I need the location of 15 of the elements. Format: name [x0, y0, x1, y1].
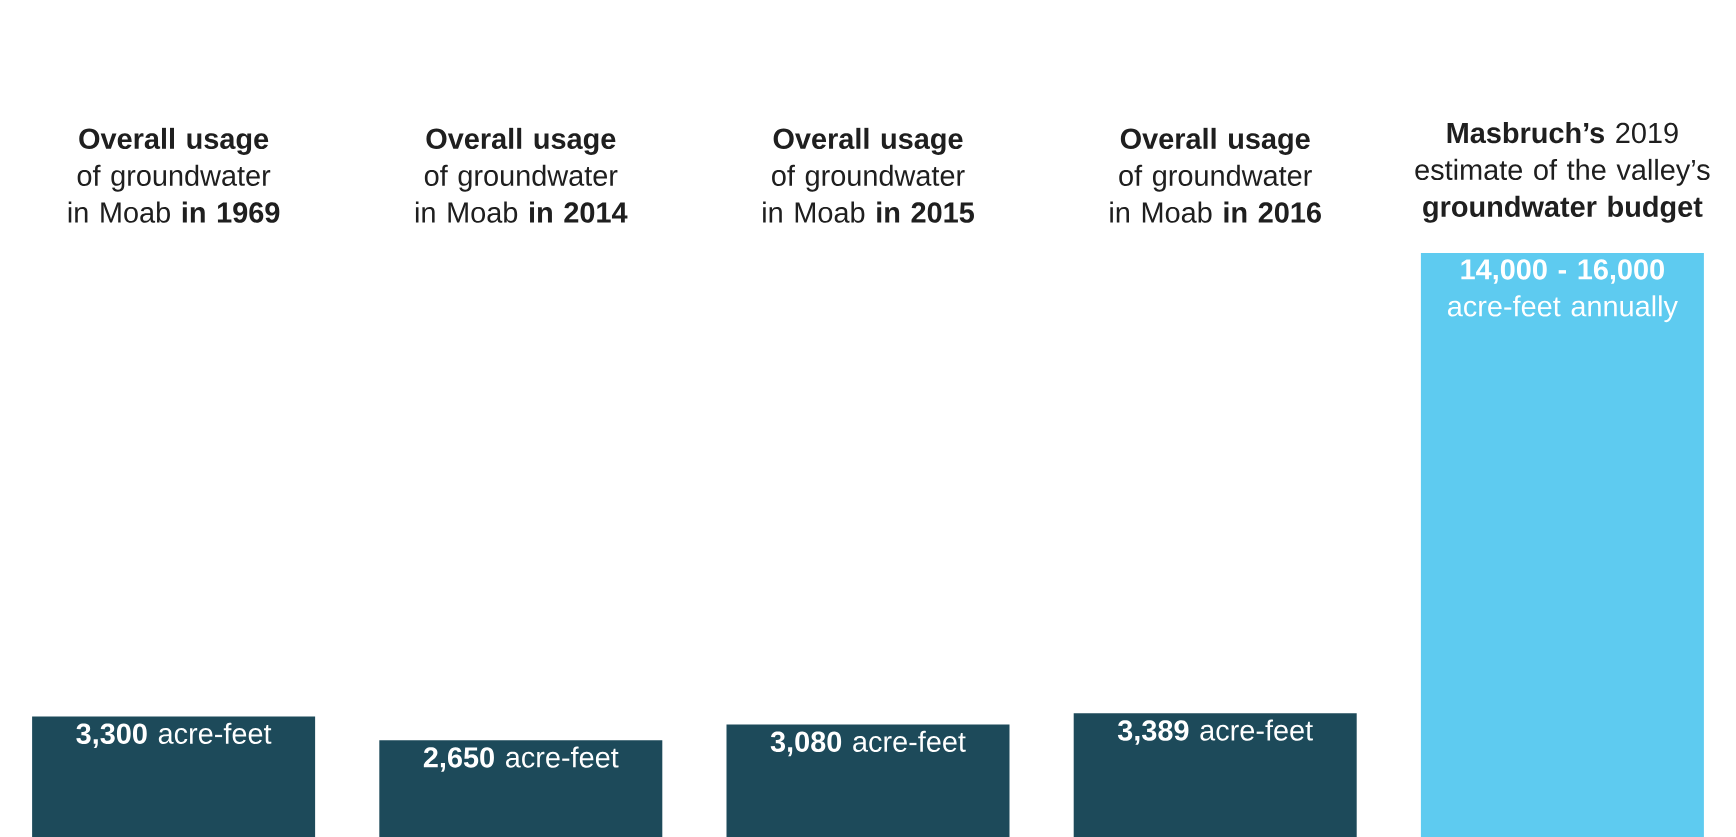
data-label: 3,389 acre-feet [1117, 719, 1313, 745]
bar [1420, 252, 1704, 837]
data-label: 3,300 acre-feet [76, 722, 272, 749]
x-tick-label: Masbruch’s 2019 estimate of the valley’s groundwater budget [1415, 122, 1710, 223]
bar [1073, 713, 1357, 837]
bar [379, 740, 663, 837]
x-tick-label: Overall usage of groundwater in Moab in 2015 [763, 127, 974, 223]
bar [726, 724, 1010, 837]
x-tick-label: Overall usage of groundwater in Moab in 1969 [68, 127, 280, 223]
data-label: 2,650 acre-feet [423, 746, 619, 772]
x-tick-label: Overall usage of groundwater in Moab in 2016 [1110, 127, 1321, 223]
bar [32, 716, 316, 837]
data-label: 14,000 - 16,000 acre-feet annually [1448, 259, 1678, 323]
data-label: 3,080 acre-feet [770, 730, 966, 757]
x-tick-label: Overall usage of groundwater in Moab in 2014 [415, 127, 628, 223]
